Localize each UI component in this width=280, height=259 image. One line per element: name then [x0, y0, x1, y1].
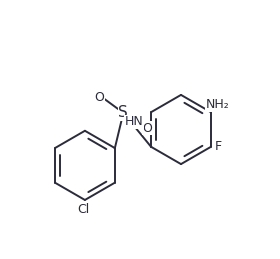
- Text: S: S: [118, 105, 128, 120]
- Text: O: O: [142, 122, 152, 135]
- Text: F: F: [215, 140, 222, 153]
- Text: O: O: [95, 91, 104, 104]
- Text: Cl: Cl: [78, 203, 90, 216]
- Text: NH₂: NH₂: [206, 98, 229, 111]
- Text: HN: HN: [125, 115, 144, 128]
